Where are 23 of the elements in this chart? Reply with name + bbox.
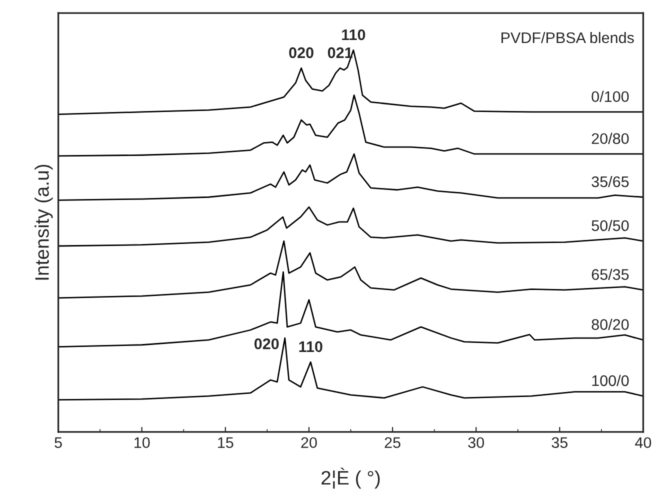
x-tick-label: 5 — [54, 437, 62, 448]
annotation: 020 — [289, 47, 314, 58]
annotation: 110 — [342, 29, 366, 40]
series-label: 100/0 — [592, 374, 629, 386]
text: PVDF/PBSA blends — [502, 32, 634, 44]
x-tick-label: 10 — [134, 437, 150, 448]
series-label: 0/100 — [592, 90, 629, 102]
x-tick-label: 20 — [301, 437, 317, 448]
x-tick-label: 40 — [635, 437, 652, 448]
y-axis-title: Intensity (a.u) — [34, 164, 53, 280]
annotation: 021 — [328, 47, 352, 58]
series-label: 80/20 — [592, 318, 629, 330]
x-tick-label: 30 — [468, 437, 484, 448]
annotation: 020 — [254, 338, 279, 350]
x-tick-label: 35 — [552, 437, 568, 448]
x-axis-title: 2¦È ( °) — [322, 468, 380, 489]
x-tick-label: 25 — [384, 437, 400, 448]
x-tick-label: 15 — [218, 437, 234, 448]
series-label: 50/50 — [592, 220, 629, 232]
annotation: 110 — [299, 341, 322, 352]
series-label: 20/80 — [592, 132, 629, 144]
series-label: 65/35 — [592, 268, 629, 280]
series-label: 35/65 — [592, 176, 629, 188]
